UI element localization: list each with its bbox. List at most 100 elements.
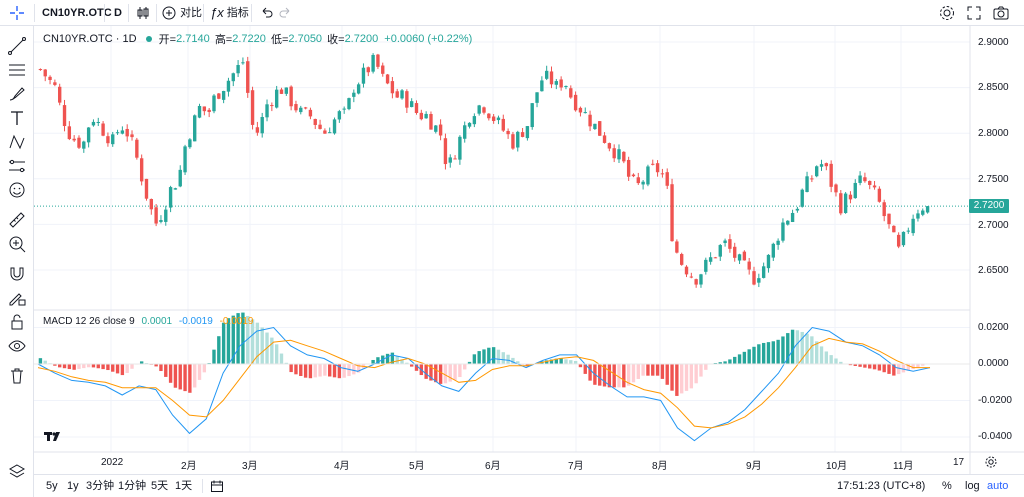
settings-button[interactable] [938, 0, 956, 26]
macd-hist-bar [896, 364, 901, 375]
gear-icon [985, 456, 997, 468]
series-legend: CN10YR.OTC · 1D 开=2.7140 高=2.7220 低=2.70… [43, 31, 472, 46]
candle-body [602, 135, 607, 143]
macd-hist-bar [139, 361, 144, 364]
range-5y[interactable]: 5y [46, 480, 58, 492]
text-tool[interactable] [7, 108, 27, 128]
candle-body [43, 69, 47, 77]
lock-drawings-tool[interactable] [7, 312, 27, 332]
macd-hist-bar [472, 354, 477, 364]
macd-axis-label: 0.0200 [978, 322, 1009, 333]
candle-body [573, 94, 578, 111]
macd-hist-bar [58, 364, 62, 368]
indicators-button[interactable]: ƒx 指标 [210, 0, 249, 26]
legend-close: 2.7200 [344, 33, 379, 45]
candle-body [892, 225, 896, 233]
candle-body [858, 175, 862, 183]
macd-hist-bar [805, 333, 809, 364]
clock[interactable]: 17:51:23 (UTC+8) [837, 480, 926, 492]
macd-hist-bar [53, 364, 57, 366]
chart-type-button[interactable] [134, 0, 152, 26]
text-icon [11, 111, 23, 125]
magnet-tool[interactable] [7, 264, 27, 284]
candle-body [569, 88, 573, 98]
candle-body [771, 243, 775, 258]
snapshot-button[interactable] [992, 0, 1010, 26]
icons-tool[interactable] [7, 180, 27, 200]
time-axis-label: 11月 [893, 461, 914, 472]
percent-toggle[interactable]: % [942, 480, 952, 492]
fib-tool[interactable] [7, 60, 27, 80]
candle-body [704, 259, 708, 272]
brush-tool[interactable] [7, 84, 27, 104]
range-5d[interactable]: 5天 [151, 480, 169, 492]
eye-icon [8, 340, 26, 352]
interval-button[interactable]: D [114, 7, 122, 19]
macd-hist-bar [704, 364, 708, 370]
symbol-search-button[interactable]: CN10YR.OTC [42, 7, 112, 19]
prediction-tool[interactable] [7, 156, 27, 176]
candle-body [212, 95, 216, 112]
object-tree-tool[interactable] [7, 462, 27, 482]
candle-body [106, 136, 110, 144]
macd-hist-bar [226, 318, 231, 364]
candle-body [795, 208, 800, 211]
candle-body [535, 92, 539, 103]
candle-body [737, 254, 742, 261]
candle-body [149, 199, 153, 210]
trend-line-tool[interactable] [7, 36, 27, 56]
macd-hist-bar [409, 364, 414, 367]
candle-body [332, 119, 337, 134]
candle-body [805, 176, 809, 192]
ruler-icon [9, 212, 25, 228]
compare-label: 对比 [180, 7, 203, 19]
macd-hist-bar [622, 364, 626, 388]
undo-button[interactable] [258, 0, 274, 26]
fullscreen-button[interactable] [966, 0, 982, 26]
macd-hist-bar [274, 344, 279, 364]
hide-drawings-tool[interactable] [7, 336, 27, 356]
candle-body [496, 117, 501, 121]
zoom-tool[interactable] [7, 234, 27, 254]
candle-body [390, 81, 395, 94]
measure-tool[interactable] [7, 210, 27, 230]
macd-hist-bar [747, 349, 751, 364]
candle-body [231, 73, 235, 82]
macd-hist-bar [82, 364, 86, 369]
remove-drawings-tool[interactable] [7, 366, 27, 386]
candle-body [91, 121, 96, 126]
candle-body [385, 74, 390, 84]
range-1min[interactable]: 1分钟 [118, 480, 147, 492]
macd-hist-value: 0.0001 [141, 316, 173, 327]
compare-button[interactable]: 对比 [161, 0, 202, 26]
candle-body [882, 202, 886, 217]
macd-legend-title[interactable]: MACD 12 26 close 9 [43, 316, 135, 327]
crosshair-button[interactable] [8, 0, 26, 26]
macd-hist-bar [858, 364, 862, 367]
macd-hist-bar [781, 336, 785, 364]
range-1d[interactable]: 1天 [175, 480, 193, 492]
range-1y[interactable]: 1y [67, 480, 79, 492]
macd-hist-bar [332, 364, 337, 378]
macd-hist-bar [429, 364, 433, 381]
macd-hist-bar [299, 364, 303, 376]
stay-in-drawing-tool[interactable] [7, 288, 27, 308]
macd-hist-bar [583, 364, 587, 374]
pattern-tool[interactable] [7, 132, 27, 152]
goto-date-button[interactable] [210, 475, 224, 497]
candle-body [82, 141, 86, 149]
legend-title[interactable]: CN10YR.OTC · 1D [43, 33, 137, 45]
log-toggle[interactable]: log [965, 480, 980, 492]
candle-body [62, 105, 67, 127]
candle-body [443, 138, 448, 165]
candle-body [525, 126, 530, 139]
redo-button[interactable] [278, 0, 294, 26]
range-3min[interactable]: 3分钟 [86, 480, 115, 492]
macd-hist-bar [318, 364, 322, 377]
candle-body [381, 65, 385, 74]
candle-body [164, 209, 168, 222]
macd-hist-bar [491, 347, 496, 364]
auto-toggle[interactable]: auto [987, 480, 1009, 492]
axis-settings-button[interactable] [984, 455, 998, 472]
